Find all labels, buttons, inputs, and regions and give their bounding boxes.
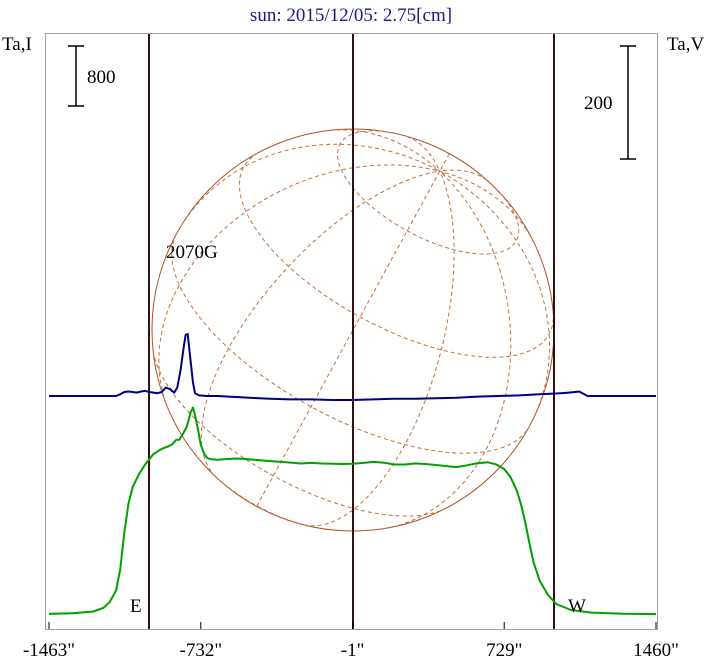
x-tick-label-1: -732" [180, 640, 223, 661]
right-scale-bar-label: 200 [584, 93, 613, 114]
disk-meridian-line [176, 143, 441, 234]
disk-parallel-line [238, 152, 554, 358]
plot-frame [45, 33, 658, 630]
disk-meridian-line [439, 153, 450, 172]
disk-meridian-line [256, 170, 441, 507]
disk-meridian-line [406, 135, 441, 172]
left-axis-label: Ta,I [2, 34, 32, 55]
series-polarization-line [49, 332, 656, 401]
disk-meridian-line [329, 129, 441, 172]
left-scale-bar-label: 800 [87, 67, 116, 88]
disk-meridian-line [384, 170, 512, 529]
disk-parallel-line [211, 473, 309, 527]
x-tick-label-3: 729" [486, 640, 522, 661]
right-axis-label: Ta,V [667, 34, 704, 55]
x-tick-label-2: -1" [341, 640, 365, 661]
x-tick-label-0: -1463" [23, 640, 75, 661]
disk-meridian-line [200, 170, 440, 478]
disk-meridian-line [303, 171, 455, 527]
series-intensity-line [48, 406, 657, 616]
east-limb-label: E [130, 596, 142, 617]
x-tick-label-4: 1460" [633, 640, 679, 661]
west-limb-label: W [568, 596, 586, 617]
disk-meridian-line [158, 164, 440, 411]
chart-title: sun: 2015/12/05: 2.75[cm] [250, 5, 452, 26]
disk-meridian-line [439, 170, 551, 427]
annotation-2070g: 2070G [166, 242, 218, 263]
disk-meridian-line [439, 169, 488, 181]
disk-parallel-line [171, 233, 530, 454]
disk-parallel-line [152, 350, 444, 517]
disk-parallel-line [337, 130, 520, 255]
disk-meridian-line [439, 170, 535, 243]
